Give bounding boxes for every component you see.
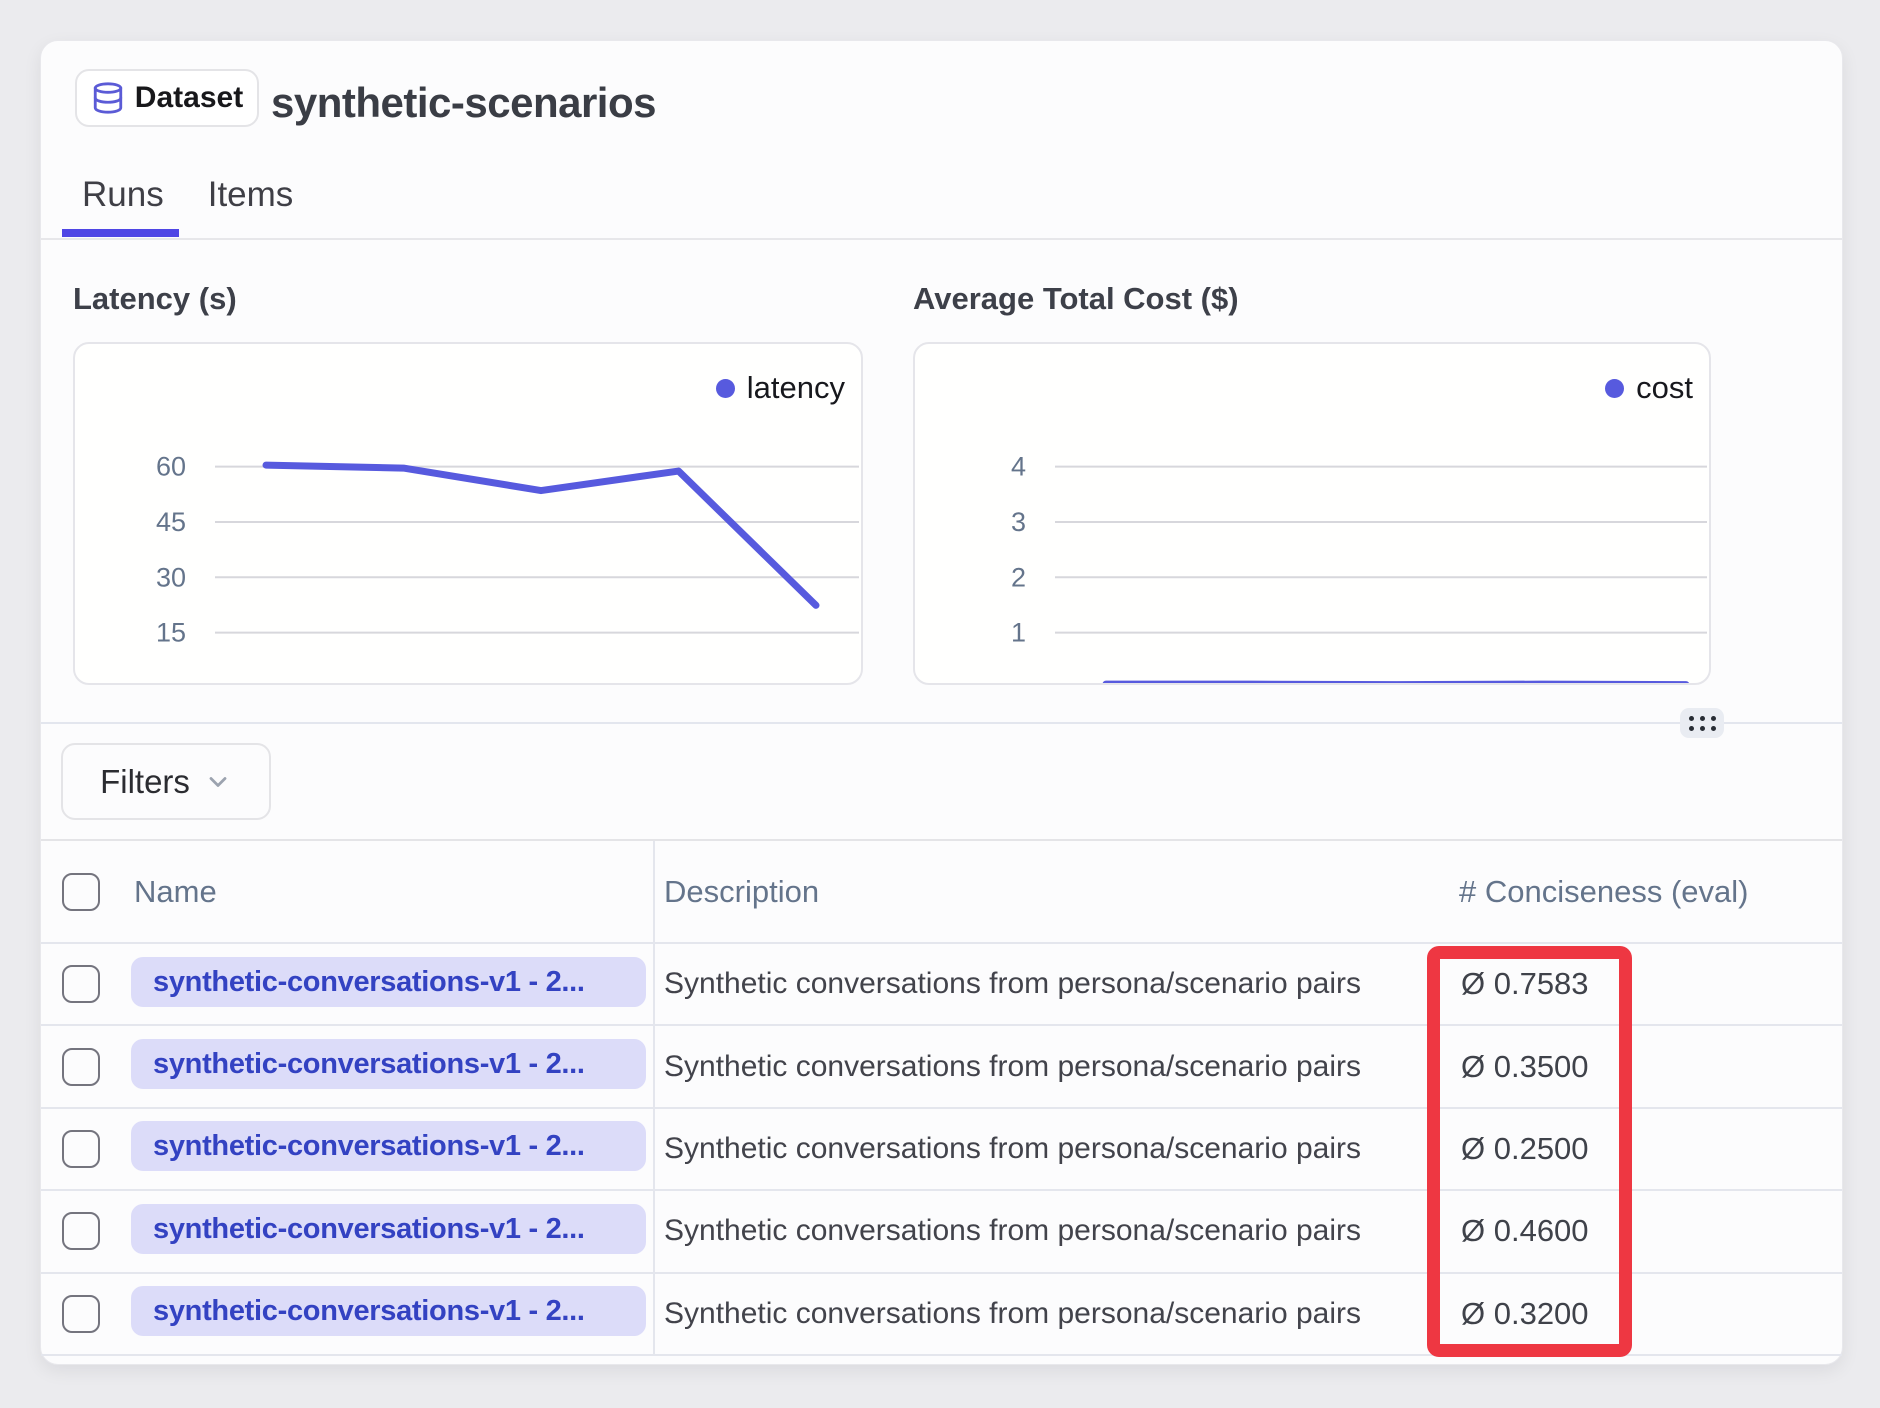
run-description: Synthetic conversations from persona/sce… [664,1214,1362,1248]
drag-handle[interactable] [1680,708,1724,738]
run-description: Synthetic conversations from persona/sce… [664,1296,1362,1330]
latency-chart: 15 30 45 60 latency [73,342,863,685]
conciseness-value: Ø 0.4600 [1461,1213,1589,1249]
filters-button[interactable]: Filters [61,743,271,820]
tab-items[interactable]: Items [207,175,294,214]
cost-chart: 1 2 3 4 cost [913,342,1711,685]
latency-legend-dot [715,378,735,398]
table-body: synthetic-conversations-v1 - 2... Synthet… [41,944,1842,1356]
cost-legend: cost [1605,370,1693,406]
tab-runs[interactable]: Runs [82,175,164,214]
conciseness-value: Ø 0.2500 [1461,1130,1589,1166]
page-title: synthetic-scenarios [271,79,657,126]
column-header-conciseness: # Conciseness (eval) [1459,873,1749,909]
row-checkbox[interactable] [62,1212,100,1251]
column-divider [653,841,655,1356]
svg-text:2: 2 [1011,562,1026,592]
svg-text:60: 60 [156,452,186,482]
table-row: synthetic-conversations-v1 - 2... Synthet… [41,1274,1842,1356]
chevron-down-icon [209,776,227,787]
table-row: synthetic-conversations-v1 - 2... Synthet… [41,1109,1842,1192]
latency-legend-label: latency [746,370,845,405]
run-name-pill[interactable]: synthetic-conversations-v1 - 2... [131,956,646,1007]
conciseness-value: Ø 0.3200 [1461,1295,1589,1331]
latency-chart-title: Latency (s) [73,281,237,316]
latency-chart-plot: 15 30 45 60 [156,452,859,648]
conciseness-value: Ø 0.7583 [1461,966,1589,1002]
select-all-checkbox[interactable] [62,872,100,911]
run-description: Synthetic conversations from persona/sce… [664,1049,1362,1083]
filters-label: Filters [100,762,190,800]
badge-label: Dataset [134,81,244,114]
annotation-red-box [1427,946,1632,1357]
table-header-row: Name Description # Conciseness (eval) [41,841,1842,944]
run-description: Synthetic conversations from persona/sce… [664,1131,1362,1165]
column-header-description: Description [664,873,820,909]
svg-text:15: 15 [156,618,186,648]
run-description: Synthetic conversations from persona/sce… [664,967,1362,1001]
tabs: Runs Items [82,175,293,215]
row-checkbox[interactable] [62,965,100,1004]
run-name-pill[interactable]: synthetic-conversations-v1 - 2... [131,1039,646,1090]
svg-text:30: 30 [156,562,186,592]
charts-separator [41,722,1842,724]
runs-table: Name Description # Conciseness (eval) sy… [41,839,1842,1356]
cost-legend-dot [1605,378,1625,398]
latency-legend: latency [715,370,845,406]
cost-chart-plot: 1 2 3 4 [1011,452,1707,683]
table-row: synthetic-conversations-v1 - 2... Synthet… [41,1191,1842,1274]
row-checkbox[interactable] [62,1129,100,1168]
row-checkbox[interactable] [62,1294,100,1333]
run-name-pill[interactable]: synthetic-conversations-v1 - 2... [131,1203,646,1254]
conciseness-value: Ø 0.3500 [1461,1048,1589,1084]
active-tab-underline [62,229,179,237]
grip-dots-icon [1688,715,1716,731]
run-name-pill[interactable]: synthetic-conversations-v1 - 2... [131,1121,646,1172]
svg-text:4: 4 [1011,452,1026,482]
cost-chart-title: Average Total Cost ($) [913,281,1239,316]
column-header-name: Name [134,873,217,909]
dataset-badge: Dataset [75,69,259,127]
table-row: synthetic-conversations-v1 - 2... Synthet… [41,1026,1842,1109]
svg-text:1: 1 [1011,618,1026,648]
header-separator [41,238,1842,240]
svg-text:3: 3 [1011,507,1026,537]
dataset-card: Dataset synthetic-scenarios Runs Items L… [40,40,1843,1365]
svg-text:45: 45 [156,507,186,537]
run-name-pill[interactable]: synthetic-conversations-v1 - 2... [131,1286,646,1337]
row-checkbox[interactable] [62,1047,100,1086]
cost-legend-label: cost [1636,370,1693,405]
database-icon [93,82,122,114]
table-row: synthetic-conversations-v1 - 2... Synthet… [41,944,1842,1027]
